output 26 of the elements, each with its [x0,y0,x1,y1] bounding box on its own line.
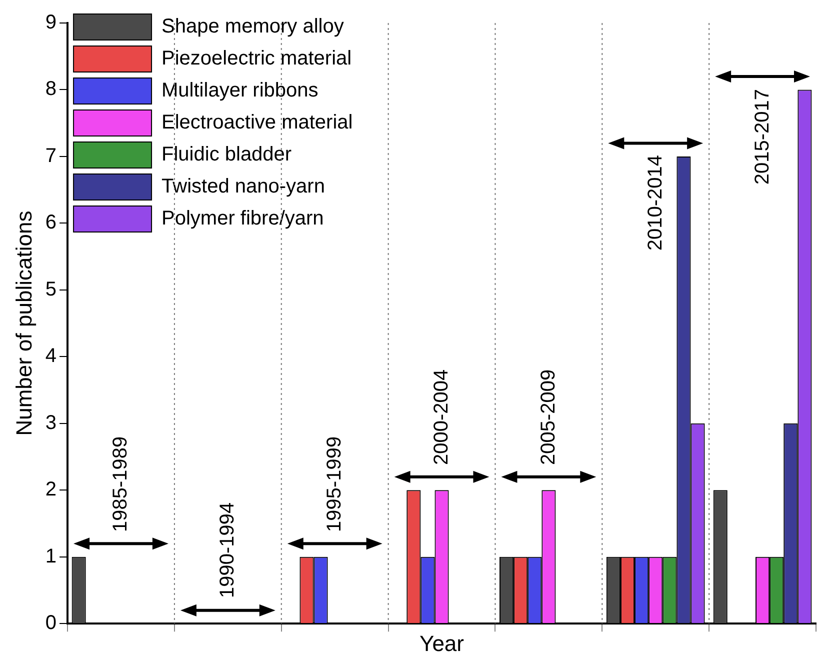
annotation: 1995-1999 [323,436,346,532]
legend-label: Multilayer ribbons [162,80,318,102]
legend-label: Electroactive material [162,112,353,134]
annotation: 1985-1989 [109,436,132,532]
x-axis-title: Year [420,630,464,656]
y-tick-label: 4 [45,345,57,368]
legend-label: Polymer fibre/yarn [162,208,324,230]
y-tick-label: 8 [45,78,57,100]
annotation: 2015-2017 [751,88,774,184]
annotation: 2010-2014 [644,155,668,251]
legend-label: Fluidic bladder [162,144,292,166]
y-axis-title: Number of publications [11,210,36,436]
y-tick-label: 1 [45,545,57,568]
y-tick-label: 3 [45,412,57,434]
y-tick-label: 0 [45,612,57,634]
legend-label: Twisted nano-yarn [162,176,325,198]
legend-label: Shape memory alloy [162,16,344,38]
legend-label: Piezoelectric material [162,48,352,70]
y-tick-label: 6 [45,212,57,234]
y-tick-label: 9 [45,12,57,34]
annotation: 2000-2004 [430,369,454,465]
annotation: 2005-2009 [537,369,560,465]
y-tick-label: 2 [45,478,57,501]
y-tick-label: 7 [45,144,57,167]
annotation: 1990-1994 [216,502,240,598]
y-tick-label: 5 [45,278,57,300]
